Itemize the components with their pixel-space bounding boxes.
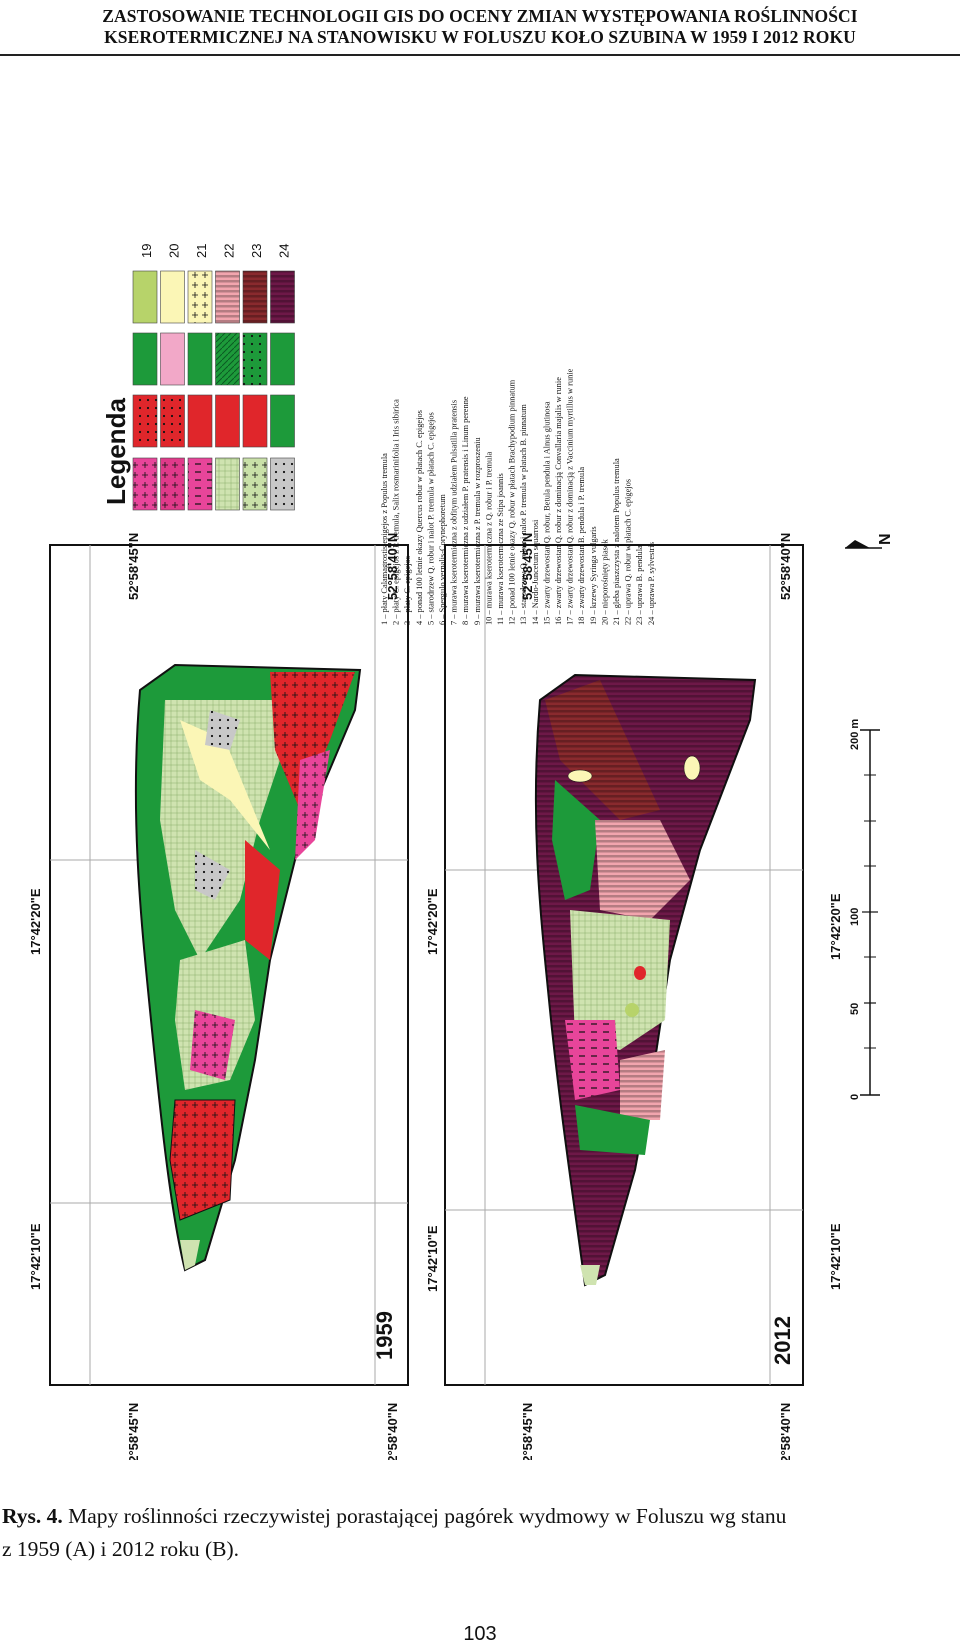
svg-text:23: 23	[249, 244, 264, 258]
legend-item: 8 – murawa kserotermiczna z udziałem P. …	[461, 396, 470, 625]
caption-line-1: Mapy roślinności rzeczywistej porastając…	[62, 1504, 787, 1528]
svg-text:24: 24	[277, 244, 292, 258]
legend-item: 24 – uprawa P. sylvestris	[647, 542, 656, 625]
running-header: ZASTOSOWANIE TECHNOLOGII GIS DO OCENY ZM…	[0, 6, 960, 48]
map-a-year: 1959	[372, 1311, 397, 1360]
legend-swatch-21: 21	[187, 244, 213, 324]
legend-item: 22 – uprawa Q. robur w płatach C. epigej…	[624, 479, 633, 625]
legend-item: 4 – ponad 100 letnie okazy Quercus robur…	[415, 410, 424, 625]
header-line-2: KSEROTERMICZNEJ NA STANOWISKU W FOLUSZU …	[104, 27, 856, 47]
legend-item: 5 – starodrzew Q. robur i nalot P. tremu…	[426, 412, 435, 625]
legend-swatch-23: 23	[242, 244, 268, 324]
map-a: 52°58'45"N 52°58'40"N 52°58'45"N 52°58'4…	[28, 533, 409, 1470]
legend-swatch-4: 4	[215, 438, 240, 511]
map-b-lon-left-outer: 17°42'10"E	[828, 1223, 843, 1290]
scale-label-200: 200 m	[849, 719, 861, 750]
north-label: N	[877, 533, 894, 545]
svg-text:19: 19	[139, 244, 154, 258]
legend-swatch-6: 6	[270, 438, 295, 511]
legend: Legenda 12345678910111213141516171819202…	[101, 244, 656, 625]
map-b-lat-top-right: 52°58'40"N	[778, 533, 793, 600]
legend-swatch-5: 5	[242, 438, 268, 511]
header-rule	[0, 54, 960, 56]
legend-swatch-20: 20	[160, 244, 185, 324]
scale-bar: 0 50 100 200 m	[849, 719, 880, 1100]
map-a-lon-right: 17°42'20"E	[28, 888, 43, 955]
legend-swatch-24: 24	[270, 244, 295, 324]
legend-item: 3 – płaty C. epigejos	[403, 556, 412, 625]
legend-item: 23 – uprawa B. pendula	[635, 545, 644, 625]
legend-item-list: 1 – płaty Calamagrostis epigejos z Popul…	[380, 368, 656, 625]
legend-item: 2 – płaty C. epigejos z P. tremula, Sali…	[392, 399, 401, 625]
map-b-lat-bottom-right: 52°58'40"N	[778, 1403, 793, 1460]
legend-swatch-1: 1	[132, 438, 158, 511]
map-b: 52°58'45"N 52°58'40"N 52°58'45"N 52°58'4…	[425, 533, 843, 1470]
legend-swatch-9: 9	[187, 375, 213, 448]
map-a-lat-top-left: 52°58'45"N	[126, 533, 141, 600]
map-b-lon-left: 17°42'10"E	[425, 1225, 440, 1292]
legend-item: 15 – zwarty drzewostan Q. robur, Betula …	[542, 401, 551, 625]
legend-item: 6 – Spergulo vernalis-Corynephoretum	[438, 494, 447, 625]
legend-item: 10 – murawa kserotermiczna z Q. robur i …	[484, 451, 493, 625]
header-line-1: ZASTOSOWANIE TECHNOLOGII GIS DO OCENY ZM…	[102, 6, 858, 26]
legend-swatch-3: 3	[187, 438, 213, 511]
legend-item: 20 – nieporośnięty piasek	[600, 538, 609, 625]
scale-label-0: 0	[849, 1094, 861, 1100]
legend-item: 1 – płaty Calamagrostis epigejos z Popul…	[380, 453, 389, 625]
map-a-lat-bottom-right: 52°58'40"N	[385, 1403, 400, 1460]
legend-swatch-8: 8	[160, 375, 185, 448]
map-a-lat-bottom-left: 52°58'45"N	[126, 1403, 141, 1460]
legend-swatch-22: 22	[215, 244, 240, 324]
legend-swatch-7: 7	[132, 375, 158, 448]
legend-item: 21 – gleba piaszczysta z nalotem Populus…	[612, 458, 621, 625]
legend-item: 7 – murawa kserotermiczna z obfitym udzi…	[450, 400, 459, 625]
map-b-lon-right-outer: 17°42'20"E	[828, 893, 843, 960]
figure-maps: 52°58'45"N 52°58'40"N 52°58'45"N 52°58'4…	[0, 60, 960, 1470]
legend-item: 17 – zwarty drzewostan Q. robur z domina…	[566, 368, 575, 625]
caption-line-2: z 1959 (A) i 2012 roku (B).	[2, 1537, 240, 1561]
caption-label: Rys. 4.	[2, 1504, 63, 1528]
page-number: 103	[463, 1623, 497, 1645]
figure-caption: Rys. 4. Mapy roślinności rzeczywistej po…	[2, 1500, 958, 1566]
map-b-lon-right: 17°42'20"E	[425, 888, 440, 955]
svg-text:20: 20	[167, 244, 182, 258]
legend-item: 9 – murawa kserotermiczna z P. tremula w…	[473, 437, 482, 625]
scale-label-100: 100	[849, 908, 861, 926]
legend-swatches: 123456789101112131415161718192021222324	[132, 244, 295, 511]
scale-label-50: 50	[849, 1003, 861, 1015]
map-a-lat-top-right: 52°58'40"N	[385, 533, 400, 600]
legend-item: 11 – murawa kserotermiczna ze Stipa joan…	[496, 473, 505, 625]
legend-item: 19 – krzewy Syringa vulgaris	[589, 526, 598, 625]
north-arrow-icon: N	[845, 533, 894, 549]
svg-text:21: 21	[194, 244, 209, 258]
legend-item: 12 – ponad 100 letnie okazy Q. robur w p…	[508, 379, 517, 625]
map-b-lat-top-left: 52°58'45"N	[520, 533, 535, 600]
svg-text:22: 22	[222, 244, 237, 258]
legend-swatch-2: 2	[160, 438, 185, 511]
map-b-lat-bottom-left: 52°58'45"N	[520, 1403, 535, 1460]
legend-item: 18 – zwarty drzewostan B. pendula i P. t…	[577, 467, 586, 625]
legend-item: 16 – zwarty drzewostan Q. robur z domina…	[554, 377, 563, 625]
map-a-lon-left: 17°42'10"E	[28, 1223, 43, 1290]
legend-title: Legenda	[101, 398, 131, 505]
legend-item: 13 – starodrzew Q. robur i nalot P. trem…	[519, 404, 528, 625]
legend-swatch-19: 19	[132, 244, 158, 324]
legend-item: 14 – Nardo-Juncetum squarrosi	[531, 519, 540, 625]
map-b-year: 2012	[770, 1316, 795, 1365]
